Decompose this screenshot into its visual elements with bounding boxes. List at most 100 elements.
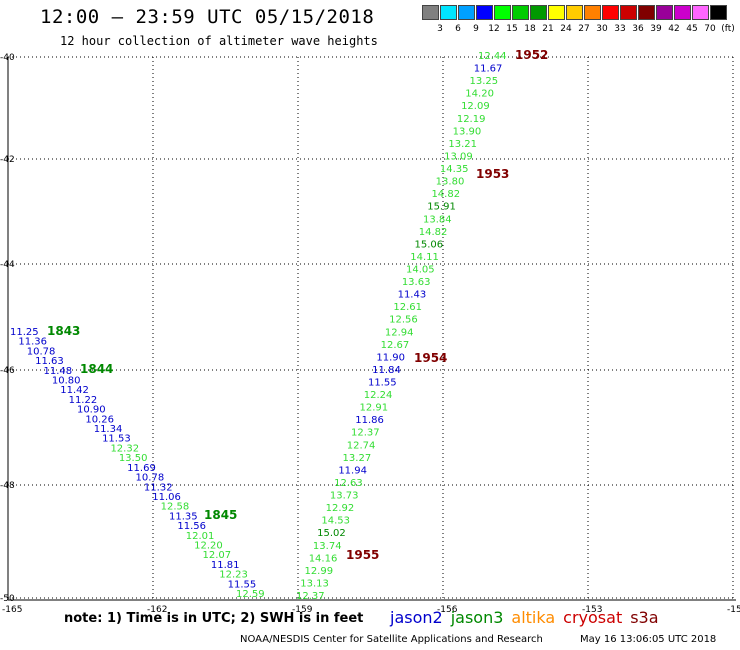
wave-height-value: 13.84 bbox=[423, 214, 452, 225]
wave-height-value: 12.63 bbox=[334, 478, 363, 489]
color-scale-label: 27 bbox=[578, 24, 590, 34]
color-swatch bbox=[476, 5, 493, 20]
wave-height-value: 12.74 bbox=[347, 440, 376, 451]
wave-height-value: 12.58 bbox=[161, 502, 190, 513]
x-tick-label: -159 bbox=[292, 605, 313, 615]
wave-height-value: 11.32 bbox=[144, 482, 173, 493]
color-scale-label: 12 bbox=[488, 24, 500, 34]
wave-height-value: 11.84 bbox=[372, 365, 401, 376]
wave-height-value: 12.19 bbox=[457, 114, 486, 125]
wave-height-value: 12.67 bbox=[381, 340, 410, 351]
wave-height-value: 13.63 bbox=[402, 277, 431, 288]
wave-height-value: 12.07 bbox=[203, 550, 232, 561]
wave-height-value: 14.82 bbox=[431, 189, 460, 200]
wave-height-value: 11.34 bbox=[94, 424, 123, 435]
pass-label: 1843 bbox=[47, 324, 80, 338]
wave-height-value: 14.20 bbox=[465, 89, 494, 100]
wave-height-value: 12.61 bbox=[393, 302, 422, 313]
x-tick-label: -165 bbox=[2, 605, 22, 615]
wave-height-value: 13.90 bbox=[453, 126, 482, 137]
color-scale-label: 3 bbox=[437, 24, 443, 34]
color-scale-label: 39 bbox=[650, 24, 662, 34]
wave-height-value: 13.50 bbox=[119, 453, 148, 464]
wave-height-value: 13.27 bbox=[343, 453, 372, 464]
wave-height-value: 13.80 bbox=[436, 177, 465, 188]
color-swatch bbox=[674, 5, 691, 20]
wave-height-value: 11.86 bbox=[355, 415, 384, 426]
color-scale-label: 42 bbox=[668, 24, 680, 34]
color-swatch bbox=[692, 5, 709, 20]
wave-height-value: 14.11 bbox=[410, 252, 439, 263]
wave-height-value: 12.09 bbox=[461, 101, 490, 112]
y-tick-label: -44 bbox=[0, 260, 15, 270]
legend-jason3: jason3 bbox=[450, 608, 504, 627]
wave-height-value: 15.06 bbox=[415, 239, 444, 250]
x-tick-label: -150 bbox=[727, 605, 740, 615]
wave-height-value: 13.13 bbox=[300, 578, 329, 589]
wave-height-value: 12.37 bbox=[351, 428, 380, 439]
color-scale-label: 36 bbox=[632, 24, 644, 34]
wave-height-value: 11.69 bbox=[127, 463, 156, 474]
pass-label: 1845 bbox=[204, 508, 237, 522]
legend-jason2: jason2 bbox=[390, 608, 443, 627]
color-swatch bbox=[584, 5, 601, 20]
wave-height-value: 10.78 bbox=[136, 473, 165, 484]
y-tick-label: -40 bbox=[0, 53, 15, 63]
color-swatch bbox=[656, 5, 673, 20]
wave-height-value: 15.91 bbox=[427, 202, 456, 213]
pass-label: 1953 bbox=[476, 167, 509, 181]
wave-height-value: 10.90 bbox=[77, 405, 106, 416]
wave-height-value: 11.53 bbox=[102, 434, 131, 445]
wave-height-value: 11.48 bbox=[43, 366, 72, 377]
y-tick-label: -46 bbox=[0, 366, 15, 376]
color-scale-label: 30 bbox=[596, 24, 608, 34]
footer-note: note: 1) Time is in UTC; 2) SWH is in fe… bbox=[64, 611, 364, 626]
wave-height-value: 14.16 bbox=[309, 553, 338, 564]
pass-label: 1955 bbox=[346, 548, 379, 562]
color-scale-label: 18 bbox=[524, 24, 536, 34]
wave-height-value: 11.55 bbox=[228, 579, 257, 590]
y-tick-label: -50 bbox=[0, 594, 15, 604]
color-swatch bbox=[530, 5, 547, 20]
wave-height-value: 12.59 bbox=[236, 589, 265, 600]
wave-height-value: 13.74 bbox=[313, 541, 342, 552]
color-swatch bbox=[602, 5, 619, 20]
legend-altika: altika bbox=[511, 608, 556, 627]
wave-height-value: 11.63 bbox=[35, 356, 64, 367]
wave-height-value: 13.09 bbox=[444, 151, 473, 162]
color-swatch bbox=[620, 5, 637, 20]
color-scale-label: 15 bbox=[506, 24, 518, 34]
wave-height-value: 14.53 bbox=[321, 516, 350, 527]
color-scale-label: 21 bbox=[542, 24, 554, 34]
x-tick-label: -153 bbox=[582, 605, 602, 615]
pass-label: 1952 bbox=[515, 48, 548, 62]
wave-height-value: 12.91 bbox=[359, 403, 388, 414]
color-scale-label: (ft) bbox=[721, 24, 735, 34]
wave-height-value: 10.78 bbox=[27, 346, 56, 357]
color-scale-label: 45 bbox=[686, 24, 698, 34]
color-swatch bbox=[494, 5, 511, 20]
y-tick-label: -42 bbox=[0, 155, 15, 165]
wave-height-value: 11.90 bbox=[376, 352, 405, 363]
wave-height-value: 10.26 bbox=[85, 414, 114, 425]
wave-height-value: 10.80 bbox=[52, 376, 81, 387]
color-swatch bbox=[422, 5, 439, 20]
wave-height-value: 11.81 bbox=[211, 560, 240, 571]
color-scale-label: 9 bbox=[473, 24, 479, 34]
wave-height-value: 12.01 bbox=[186, 531, 215, 542]
color-swatch bbox=[512, 5, 529, 20]
legend-cryosat: cryosat bbox=[563, 608, 623, 627]
color-swatch bbox=[566, 5, 583, 20]
y-tick-label: -48 bbox=[0, 481, 15, 491]
wave-height-value: 12.56 bbox=[389, 315, 418, 326]
wave-height-value: 12.99 bbox=[304, 566, 333, 577]
wave-height-value: 12.20 bbox=[194, 540, 223, 551]
wave-height-value: 12.92 bbox=[326, 503, 355, 514]
wave-height-value: 14.35 bbox=[440, 164, 469, 175]
pass-label: 1844 bbox=[80, 362, 113, 376]
wave-height-value: 14.82 bbox=[419, 227, 448, 238]
color-swatch bbox=[710, 5, 727, 20]
wave-height-value: 11.67 bbox=[474, 64, 503, 75]
color-swatch bbox=[440, 5, 457, 20]
